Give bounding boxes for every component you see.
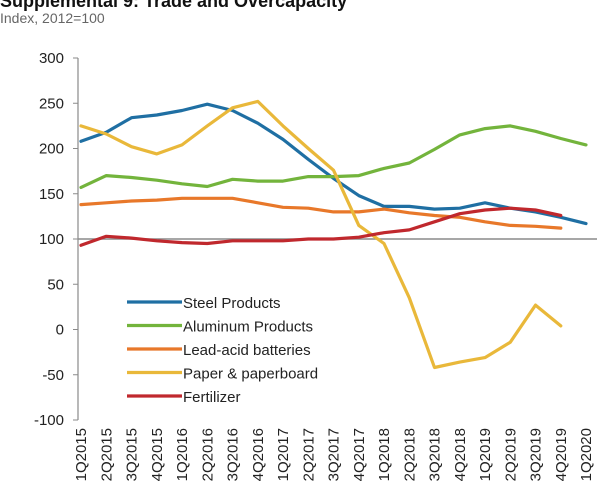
y-tick-label: 100 — [39, 231, 64, 248]
x-tick-label: 3Q2017 — [326, 428, 343, 481]
x-tick-label: 2Q2018 — [401, 428, 418, 481]
y-tick-label: -50 — [42, 367, 64, 384]
x-tick-label: 1Q2018 — [376, 428, 393, 481]
x-tick-label: 1Q2017 — [275, 428, 292, 481]
y-tick-label: 150 — [39, 186, 64, 203]
x-tick-label: 4Q2017 — [351, 428, 368, 481]
x-tick-label: 2Q2017 — [300, 428, 317, 481]
series-line — [79, 102, 588, 226]
x-tick-label: 4Q2018 — [452, 428, 469, 481]
series-line — [79, 206, 563, 247]
series-line — [79, 124, 588, 189]
x-tick-label: 2Q2015 — [98, 428, 115, 481]
x-tick-label: 3Q2016 — [225, 428, 242, 481]
legend-label: Lead-acid batteries — [183, 342, 311, 359]
legend-label: Steel Products — [183, 295, 281, 312]
y-tick-label: 50 — [47, 276, 64, 293]
x-tick-label: 1Q2016 — [174, 428, 191, 481]
x-tick-label: 1Q2020 — [578, 428, 595, 481]
legend-label: Paper & paperboard — [183, 366, 318, 383]
x-tick-label: 3Q2019 — [528, 428, 545, 481]
x-tick-label: 4Q2015 — [149, 428, 166, 481]
x-tick-label: 1Q2015 — [73, 428, 90, 481]
y-tick-label: 0 — [56, 322, 64, 339]
chart-title: Supplemental 9: Trade and Overcapacity — [0, 0, 348, 11]
series-line — [79, 196, 563, 230]
x-tick-label: 3Q2018 — [427, 428, 444, 481]
legend-label: Fertilizer — [183, 389, 241, 406]
x-tick-label: 1Q2019 — [477, 428, 494, 481]
y-tick-label: 250 — [39, 95, 64, 112]
x-tick-label: 2Q2019 — [502, 428, 519, 481]
series-line — [79, 99, 563, 370]
x-tick-label: 4Q2019 — [553, 428, 570, 481]
y-tick-label: 200 — [39, 141, 64, 158]
x-tick-label: 2Q2016 — [199, 428, 216, 481]
y-tick-label: 300 — [39, 50, 64, 67]
y-tick-label: -100 — [34, 412, 64, 429]
chart-subtitle: Index, 2012=100 — [0, 10, 105, 26]
legend-label: Aluminum Products — [183, 319, 313, 336]
x-tick-label: 3Q2015 — [124, 428, 141, 481]
x-tick-label: 4Q2016 — [250, 428, 267, 481]
